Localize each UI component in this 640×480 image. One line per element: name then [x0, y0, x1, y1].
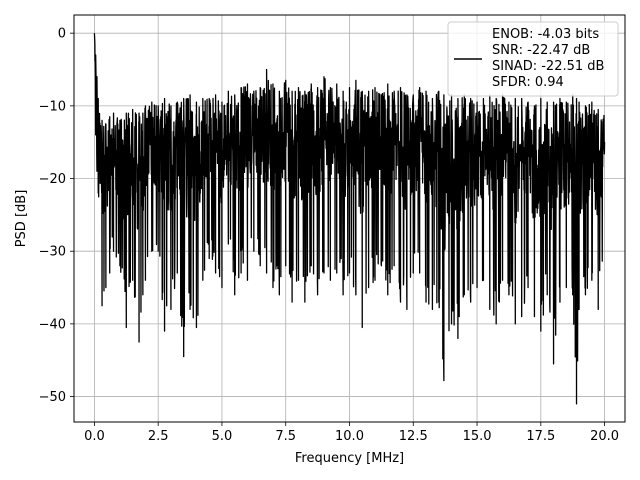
legend-entry-enob: ENOB: -4.03 bits	[492, 27, 599, 42]
legend-entry-sinad: SINAD: -22.51 dB	[492, 59, 604, 74]
x-axis: 0.0 2.5 5.0 7.5 10.0 12.5 15.0 17.5 20.0	[84, 422, 619, 444]
x-tick-label: 2.5	[148, 429, 169, 444]
x-tick-label: 12.5	[399, 429, 428, 444]
y-tick-label: −50	[39, 390, 66, 405]
legend: ENOB: -4.03 bits SNR: -22.47 dB SINAD: -…	[447, 21, 619, 97]
y-axis-label: PSD [dB]	[14, 190, 29, 248]
y-tick-label: −20	[39, 172, 66, 187]
y-tick-label: −30	[39, 245, 66, 260]
psd-series	[93, 33, 606, 405]
y-tick-label: −40	[39, 317, 66, 332]
x-axis-label: Frequency [MHz]	[295, 451, 404, 466]
y-tick-label: −10	[39, 99, 66, 114]
x-tick-label: 7.5	[275, 429, 296, 444]
x-tick-label: 20.0	[590, 429, 619, 444]
y-tick-label: 0	[58, 27, 66, 42]
x-tick-label: 15.0	[463, 429, 492, 444]
legend-entry-sfdr: SFDR: 0.94	[492, 75, 564, 90]
psd-line	[93, 33, 606, 405]
x-tick-label: 17.5	[526, 429, 555, 444]
x-tick-label: 5.0	[212, 429, 233, 444]
x-tick-label: 10.0	[335, 429, 364, 444]
x-tick-label: 0.0	[84, 429, 105, 444]
legend-entry-snr: SNR: -22.47 dB	[492, 43, 590, 58]
legend-box	[447, 21, 619, 97]
y-axis: 0 −10 −20 −30 −40 −50	[39, 27, 74, 405]
